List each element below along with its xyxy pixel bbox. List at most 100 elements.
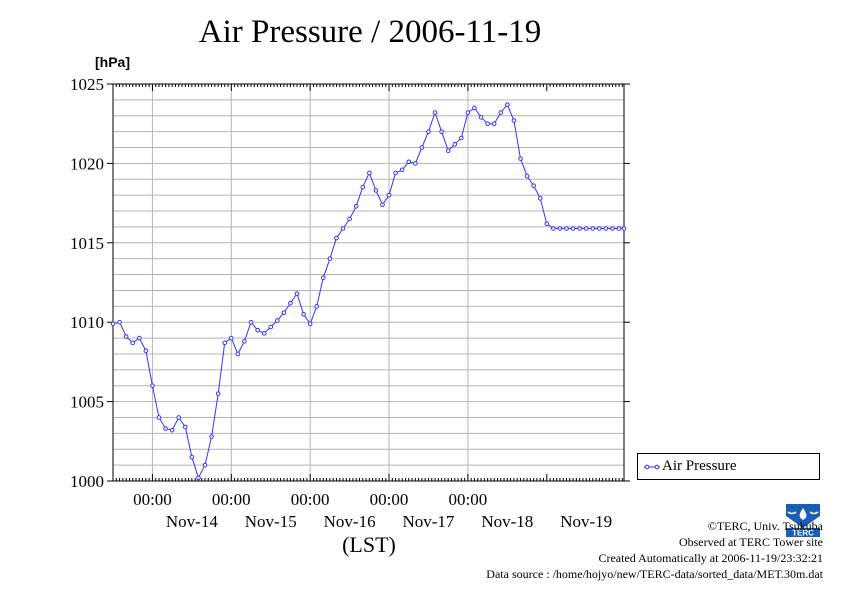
data-point — [485, 121, 490, 126]
data-point — [275, 318, 280, 323]
data-point — [294, 291, 300, 296]
series-line — [112, 103, 624, 480]
data-point — [130, 340, 136, 346]
legend-swatch — [644, 464, 660, 470]
data-point — [621, 226, 627, 231]
x-day-label: Nov-18 — [481, 512, 533, 531]
x-tick-label: 00:00 — [212, 490, 251, 509]
y-tick-label: 1010 — [70, 313, 104, 332]
data-point — [610, 226, 615, 231]
data-point — [110, 321, 116, 327]
data-point — [445, 148, 451, 153]
data-point — [518, 156, 523, 161]
data-point — [426, 129, 431, 134]
data-point — [491, 121, 497, 126]
data-point — [524, 173, 530, 179]
data-point — [248, 319, 254, 325]
data-point — [505, 102, 510, 107]
data-point — [399, 167, 405, 173]
data-point — [459, 135, 464, 141]
data-point — [189, 454, 195, 460]
data-point — [616, 226, 622, 231]
data-point — [215, 391, 221, 396]
data-point — [439, 129, 444, 134]
data-point — [169, 427, 175, 433]
svg-text:TERC: TERC — [792, 529, 814, 538]
data-point — [347, 216, 352, 222]
y-tick-label: 1020 — [70, 154, 104, 173]
data-point — [117, 319, 122, 325]
data-point — [419, 145, 425, 150]
chart-title: Air Pressure / 2006-11-19 — [198, 14, 542, 50]
data-point — [393, 170, 398, 176]
data-point — [150, 383, 155, 389]
data-point — [603, 226, 609, 231]
data-point — [288, 300, 293, 306]
data-point — [235, 351, 241, 357]
data-point — [564, 226, 569, 231]
data-point — [360, 184, 366, 190]
data-point — [570, 226, 576, 231]
data-point — [136, 335, 142, 341]
data-point — [498, 110, 504, 115]
data-point — [182, 424, 188, 430]
data-point — [511, 118, 517, 123]
data-point — [156, 415, 162, 420]
y-tick-label: 1025 — [70, 75, 104, 94]
data-point — [334, 235, 339, 241]
credit-observed: Observed at TERC Tower site — [678, 535, 823, 549]
data-point — [367, 170, 372, 176]
plot-frame — [112, 83, 625, 482]
legend: Air Pressure — [637, 453, 820, 480]
legend-label: Air Pressure — [662, 458, 737, 474]
data-point — [242, 338, 247, 344]
credit-source: Data source : /home/hojyo/new/TERC-data/… — [486, 567, 823, 581]
data-point — [531, 183, 536, 188]
data-point — [544, 221, 550, 227]
axis-layer — [107, 83, 630, 482]
data-point — [577, 226, 582, 231]
x-day-label: Nov-16 — [324, 512, 376, 531]
data-point — [202, 462, 208, 468]
data-point — [321, 275, 326, 281]
y-tick-label: 1005 — [70, 393, 104, 412]
tick-label-layer: 1000 1005 1010 1015 1020 1025 00:00 00:00 00:00 0… — [70, 75, 612, 531]
data-point — [597, 226, 602, 231]
data-point — [432, 110, 438, 115]
x-day-label: Nov-14 — [166, 512, 218, 531]
data-point — [557, 226, 563, 231]
data-point — [261, 331, 267, 336]
x-day-label: Nov-15 — [245, 512, 297, 531]
y-tick-label: 1015 — [70, 234, 104, 253]
data-point — [340, 226, 346, 231]
data-point — [255, 327, 260, 333]
x-tick-label: 00:00 — [449, 490, 488, 509]
data-point — [472, 105, 477, 111]
data-point — [301, 311, 306, 317]
credit-copyright: ©TERC, Univ. Tsukuba — [707, 519, 823, 533]
data-point — [452, 142, 458, 147]
x-tick-label: 00:00 — [291, 490, 330, 509]
data-point — [143, 348, 149, 354]
data-point — [406, 159, 412, 165]
data-point — [268, 324, 274, 330]
data-point — [413, 161, 418, 166]
data-point — [353, 203, 359, 209]
data-point — [537, 196, 543, 201]
data-point — [373, 188, 379, 193]
data-point — [229, 335, 234, 341]
data-point — [222, 340, 228, 346]
data-point — [590, 226, 596, 231]
x-tick-label: 00:00 — [133, 490, 172, 509]
data-point — [465, 110, 471, 115]
data-point — [281, 310, 287, 315]
data-point — [196, 475, 201, 481]
data-point — [176, 415, 182, 420]
data-point — [478, 115, 484, 120]
x-day-label: Nov-19 — [560, 512, 612, 531]
data-point — [209, 434, 214, 439]
data-point — [551, 226, 556, 231]
data-point — [583, 226, 589, 231]
credits-block: ©TERC, Univ. Tsukuba Observed at TERC To… — [486, 518, 823, 582]
